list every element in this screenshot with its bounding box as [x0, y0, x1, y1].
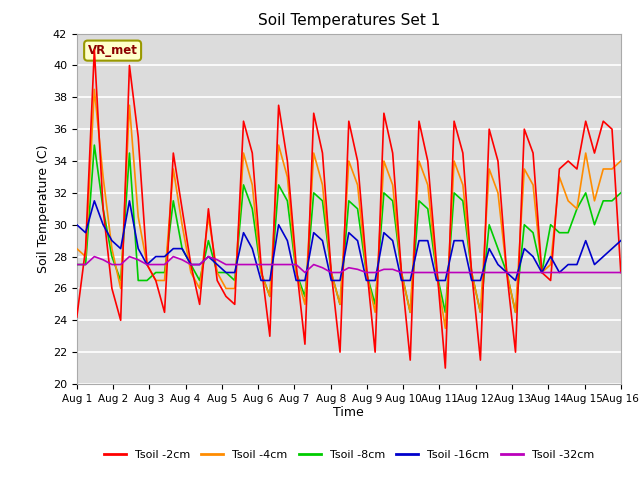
Legend: Tsoil -2cm, Tsoil -4cm, Tsoil -8cm, Tsoil -16cm, Tsoil -32cm: Tsoil -2cm, Tsoil -4cm, Tsoil -8cm, Tsoi…: [99, 445, 598, 465]
Y-axis label: Soil Temperature (C): Soil Temperature (C): [37, 144, 50, 273]
Title: Soil Temperatures Set 1: Soil Temperatures Set 1: [258, 13, 440, 28]
Text: VR_met: VR_met: [88, 44, 138, 57]
X-axis label: Time: Time: [333, 407, 364, 420]
